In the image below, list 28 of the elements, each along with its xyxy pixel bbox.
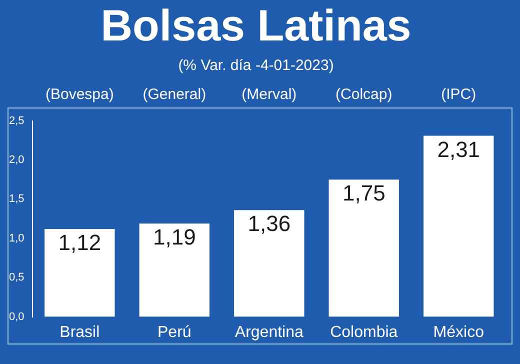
text: (General) bbox=[142, 86, 206, 103]
bar bbox=[44, 228, 115, 317]
text: (Colcap) bbox=[336, 86, 392, 103]
bar bbox=[139, 224, 210, 317]
x-tick-label: Colombia bbox=[330, 324, 398, 341]
data-label: 1,19 bbox=[152, 224, 196, 250]
data-label: 1,12 bbox=[58, 230, 102, 256]
x-tick-label: Argentina bbox=[234, 324, 304, 341]
bar bbox=[234, 210, 304, 317]
y-tick-label: 2,0 bbox=[8, 154, 24, 166]
chart-title: Bolsas Latinas bbox=[100, 2, 412, 51]
x-tick-label: México bbox=[433, 324, 484, 341]
bar bbox=[328, 180, 399, 317]
bar bbox=[424, 136, 494, 317]
text: (Merval) bbox=[242, 86, 297, 103]
chart-subtitle: (% Var. día -4-01-2023) bbox=[178, 56, 334, 74]
data-label: 2,31 bbox=[437, 136, 480, 162]
y-tick-label: 1,5 bbox=[8, 193, 24, 206]
y-tick-label: 2,5 bbox=[8, 114, 24, 127]
text: (Bovespa) bbox=[45, 86, 114, 103]
y-tick-label: 0,0 bbox=[8, 310, 24, 323]
x-tick-label: Perú bbox=[158, 324, 192, 341]
text: (IPC) bbox=[441, 86, 476, 103]
data-label: 1,36 bbox=[248, 211, 291, 236]
y-tick-label: 1,0 bbox=[8, 232, 24, 244]
y-tick-label: 0,5 bbox=[8, 272, 24, 284]
x-tick-label: Brasil bbox=[60, 324, 100, 341]
data-label: 1,75 bbox=[342, 180, 386, 206]
